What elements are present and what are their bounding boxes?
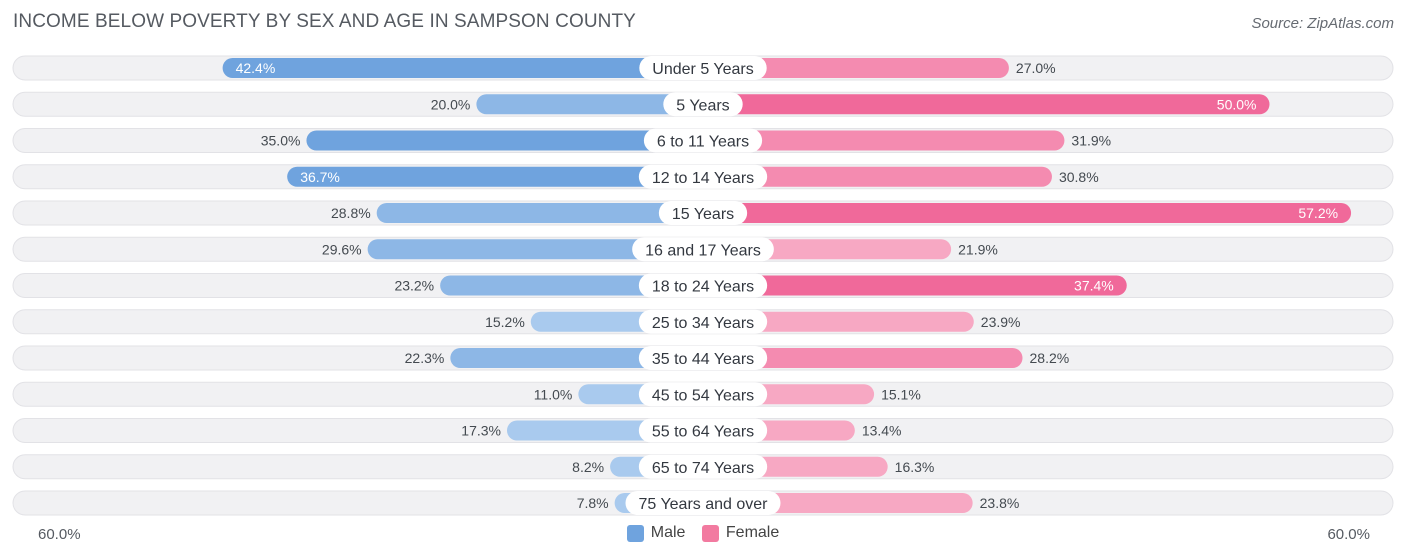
value-label-female: 21.9% [958, 241, 998, 257]
value-label-female: 13.4% [862, 423, 902, 439]
source-credit: Source: ZipAtlas.com [1251, 15, 1394, 32]
category-pill [638, 382, 768, 407]
legend-label-female: Female [725, 524, 780, 541]
value-label-male: 11.0% [534, 386, 573, 402]
category-pill [638, 418, 768, 443]
value-label-male: 8.2% [572, 459, 604, 475]
legend-label-male: Male [650, 524, 686, 541]
category-label: Under 5 Years [652, 61, 753, 78]
value-label-female: 37.4% [1074, 278, 1114, 294]
bar-female [703, 275, 1127, 296]
value-label-male: 15.2% [485, 314, 525, 330]
category-pill [639, 56, 767, 80]
category-pill [638, 346, 768, 370]
value-label-female: 23.8% [980, 495, 1020, 511]
value-label-male: 7.8% [577, 495, 609, 511]
value-label-female: 30.8% [1059, 169, 1099, 185]
value-label-male: 36.7% [300, 169, 340, 185]
bar-male [450, 348, 703, 368]
category-label: 12 to 14 Years [652, 170, 754, 187]
value-label-male: 22.3% [405, 350, 445, 366]
value-label-female: 15.1% [881, 386, 921, 402]
category-label: 65 to 74 Years [652, 460, 754, 477]
value-label-female: 16.3% [895, 459, 935, 475]
legend-item-female[interactable]: Female [701, 524, 780, 542]
bar-male [440, 275, 703, 296]
value-label-male: 29.6% [322, 241, 362, 257]
axis-label-right: 60.0% [1327, 526, 1370, 543]
category-label: 35 to 44 Years [652, 351, 754, 368]
bar-female [703, 130, 1065, 151]
category-label: 75 Years and over [639, 496, 769, 513]
bar-female [703, 348, 1023, 368]
value-label-female: 27.0% [1016, 60, 1056, 76]
legend-swatch-female [701, 524, 719, 542]
category-pill [632, 237, 774, 262]
bar-female [703, 166, 1052, 187]
bar-male [367, 239, 703, 260]
value-label-female: 57.2% [1298, 205, 1338, 221]
category-pill [643, 128, 763, 153]
bar-male [476, 94, 703, 115]
category-label: 55 to 64 Years [652, 424, 754, 441]
category-label: 5 Years [676, 97, 729, 114]
bar-male [287, 166, 703, 187]
category-pill [663, 92, 743, 117]
category-label: 16 and 17 Years [645, 242, 761, 259]
value-label-male: 28.8% [331, 205, 371, 221]
value-label-female: 31.9% [1071, 133, 1111, 149]
value-label-female: 28.2% [1030, 350, 1070, 366]
bar-female [703, 94, 1270, 115]
category-pill [658, 201, 748, 225]
category-pill [638, 164, 768, 189]
bar-male [306, 130, 703, 151]
category-label: 15 Years [672, 206, 734, 223]
bar-male [376, 203, 703, 223]
bar-female [703, 58, 1009, 78]
value-label-female: 23.9% [981, 314, 1021, 330]
chart-title: INCOME BELOW POVERTY BY SEX AND AGE IN S… [13, 11, 636, 32]
category-label: 18 to 24 Years [652, 279, 754, 296]
category-pill [625, 491, 781, 515]
legend-swatch-male [626, 524, 644, 542]
value-label-male: 20.0% [431, 96, 471, 112]
bar-female [703, 203, 1352, 223]
axis-label-left: 60.0% [38, 526, 81, 543]
category-label: 25 to 34 Years [652, 315, 754, 332]
legend-item-male[interactable]: Male [626, 524, 686, 542]
category-pill [638, 273, 768, 298]
category-pill [638, 309, 768, 334]
category-label: 6 to 11 Years [657, 134, 749, 151]
bar-male [222, 58, 703, 78]
value-label-male: 17.3% [461, 423, 501, 439]
legend: Male Female [0, 524, 1406, 547]
value-label-female: 50.0% [1217, 96, 1257, 112]
bar-female [703, 311, 974, 332]
value-label-male: 35.0% [261, 133, 301, 149]
value-label-male: 23.2% [394, 278, 434, 294]
value-label-male: 42.4% [236, 60, 276, 76]
category-label: 45 to 54 Years [652, 387, 754, 404]
category-pill [638, 454, 768, 479]
